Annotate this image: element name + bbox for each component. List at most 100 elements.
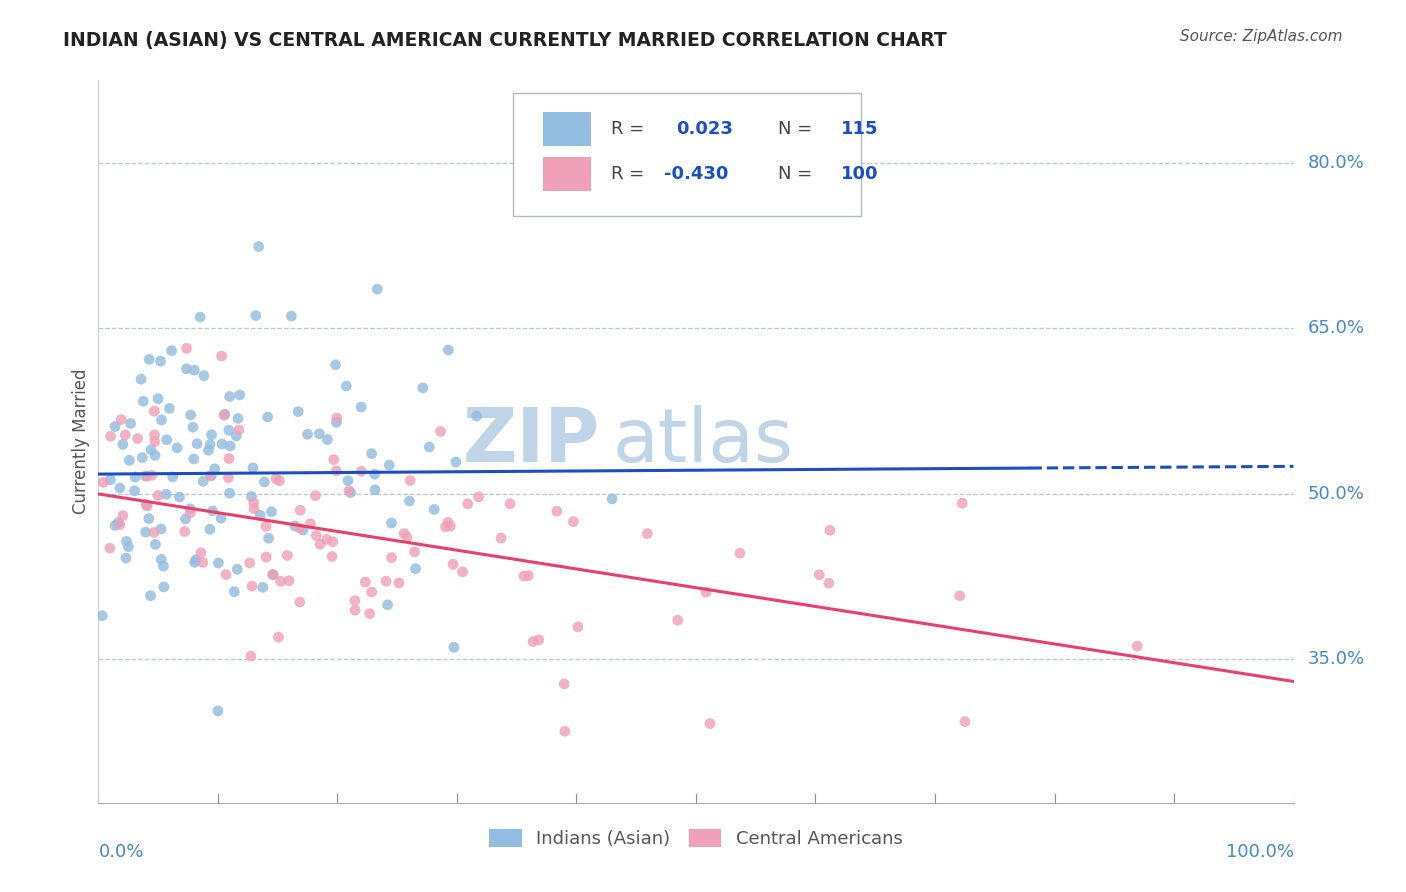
Point [108,481,131,495]
Point [108,517,131,532]
Point [443,640,465,655]
Point [218,486,240,500]
Point [288,595,311,609]
Point [290,503,312,517]
Point [264,472,287,486]
Point [465,409,488,424]
Point [636,526,658,541]
Point [135,498,157,512]
Point [325,358,347,372]
Point [437,516,460,530]
Point [176,361,198,376]
Point [817,576,839,591]
Point [200,427,222,442]
Point [562,515,585,529]
Point [398,494,420,508]
Point [267,630,290,644]
Point [344,603,367,617]
Point [380,550,402,565]
Point [198,437,221,451]
Point [226,411,249,425]
Point [284,519,307,533]
Point [350,400,373,414]
Point [218,390,240,404]
Point [131,450,153,465]
Point [288,521,311,535]
Text: 100.0%: 100.0% [1226,843,1294,861]
Point [156,433,179,447]
Text: INDIAN (ASIAN) VS CENTRAL AMERICAN CURRENTLY MARRIED CORRELATION CHART: INDIAN (ASIAN) VS CENTRAL AMERICAN CURRE… [63,31,948,50]
Point [115,551,138,566]
Point [325,464,347,478]
Point [467,490,489,504]
Point [489,531,512,545]
Point [139,589,162,603]
Point [269,474,291,488]
Point [155,487,177,501]
Text: atlas: atlas [613,405,793,478]
Point [553,677,575,691]
Point [191,475,214,489]
Point [380,516,402,530]
Point [104,419,127,434]
Point [204,462,226,476]
Point [451,565,474,579]
Point [291,523,314,537]
Point [152,559,174,574]
Text: 0.0%: 0.0% [98,843,143,861]
Point [666,613,689,627]
Point [240,490,263,504]
Point [818,524,841,538]
Point [316,433,339,447]
Point [138,352,160,367]
Point [197,443,219,458]
Point [143,434,166,449]
Point [183,555,205,569]
Point [150,552,173,566]
Point [335,379,357,393]
Point [247,239,270,253]
Point [360,585,382,599]
Point [127,432,149,446]
Point [181,420,204,434]
Point [173,524,195,539]
Text: R =: R = [612,120,644,137]
Point [336,474,359,488]
Point [262,567,284,582]
Point [322,452,344,467]
Point [399,474,422,488]
Point [1126,639,1149,653]
FancyBboxPatch shape [513,93,860,216]
Point [322,534,344,549]
Point [444,455,467,469]
Point [439,519,461,533]
Point [135,525,157,540]
Point [309,537,332,551]
Point [395,530,418,544]
Point [242,460,264,475]
Point [429,425,451,439]
Point [160,343,183,358]
Point [215,567,238,582]
Point [118,453,141,467]
Text: ZIP: ZIP [463,405,600,478]
Point [117,540,139,554]
Point [249,508,271,523]
Point [146,392,169,406]
Point [299,516,322,531]
Point [243,501,266,516]
Point [228,423,250,437]
Point [179,502,201,516]
Point [139,442,162,457]
Point [183,452,205,467]
Point [98,541,121,556]
Point [360,447,382,461]
Text: 115: 115 [841,120,879,137]
Point [252,580,274,594]
Point [219,439,242,453]
Text: 65.0%: 65.0% [1308,319,1365,337]
Point [93,475,115,490]
Point [129,372,152,386]
Point [392,526,415,541]
Point [953,714,976,729]
